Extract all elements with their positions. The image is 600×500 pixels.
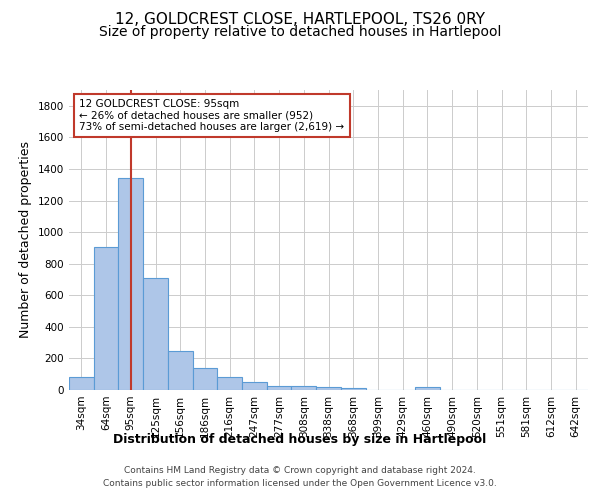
Bar <box>94 247 118 390</box>
Text: Size of property relative to detached houses in Hartlepool: Size of property relative to detached ho… <box>99 25 501 39</box>
Bar <box>193 368 217 390</box>
Text: 12, GOLDCREST CLOSE, HARTLEPOOL, TS26 0RY: 12, GOLDCREST CLOSE, HARTLEPOOL, TS26 0R… <box>115 12 485 28</box>
Bar <box>168 350 193 390</box>
Text: 12 GOLDCREST CLOSE: 95sqm
← 26% of detached houses are smaller (952)
73% of semi: 12 GOLDCREST CLOSE: 95sqm ← 26% of detac… <box>79 99 344 132</box>
Bar <box>118 178 143 390</box>
Text: Contains public sector information licensed under the Open Government Licence v3: Contains public sector information licen… <box>103 479 497 488</box>
Bar <box>242 382 267 390</box>
Bar <box>415 387 440 390</box>
Bar <box>292 386 316 390</box>
Bar <box>217 378 242 390</box>
Bar <box>316 387 341 390</box>
Bar <box>69 378 94 390</box>
Bar <box>341 388 365 390</box>
Y-axis label: Number of detached properties: Number of detached properties <box>19 142 32 338</box>
Bar <box>143 278 168 390</box>
Bar <box>267 386 292 390</box>
Text: Contains HM Land Registry data © Crown copyright and database right 2024.: Contains HM Land Registry data © Crown c… <box>124 466 476 475</box>
Text: Distribution of detached houses by size in Hartlepool: Distribution of detached houses by size … <box>113 432 487 446</box>
